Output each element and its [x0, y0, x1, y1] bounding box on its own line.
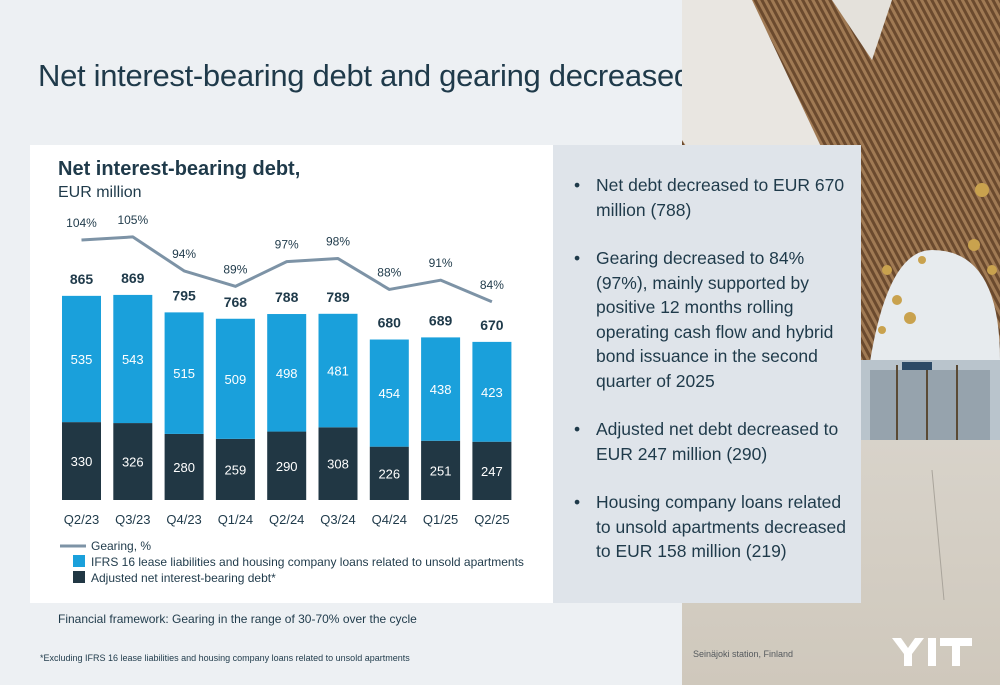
bullet-gearing: • Gearing decreased to 84% (97%), mainly …	[574, 246, 849, 393]
label-adjusted: 226	[378, 466, 400, 481]
label-gearing: 97%	[275, 238, 299, 252]
label-adjusted: 280	[173, 460, 195, 475]
bar-adjusted	[421, 440, 461, 500]
bar-ifrs	[421, 337, 461, 441]
bullet-dot: •	[574, 419, 581, 439]
label-total: 865	[70, 271, 94, 287]
legend-ifrs-label: IFRS 16 lease liabilities and housing co…	[91, 555, 524, 569]
x-tick-label: Q1/24	[218, 512, 253, 527]
label-ifrs: 423	[481, 385, 503, 400]
bullet-dot: •	[574, 248, 581, 268]
label-gearing: 105%	[117, 213, 148, 227]
yit-logo	[892, 638, 972, 666]
legend-gearing-label: Gearing, %	[91, 539, 151, 553]
bullet-net-debt: • Net debt decreased to EUR 670 million (…	[574, 173, 849, 222]
x-tick-label: Q4/24	[372, 512, 407, 527]
label-gearing: 98%	[326, 235, 350, 249]
label-gearing: 91%	[429, 256, 453, 270]
label-total: 788	[275, 289, 299, 305]
x-tick-label: Q4/23	[166, 512, 201, 527]
x-tick-label: Q2/23	[64, 512, 99, 527]
label-total: 869	[121, 270, 145, 286]
x-tick-label: Q1/25	[423, 512, 458, 527]
bar-adjusted	[113, 423, 153, 500]
bar-ifrs	[472, 341, 512, 442]
bullet-text: Housing company loans related to unsold …	[596, 492, 847, 561]
bar-adjusted	[369, 446, 409, 500]
chart-title: Net interest-bearing debt,	[58, 158, 301, 180]
label-ifrs: 515	[173, 366, 195, 381]
label-adjusted: 259	[225, 462, 247, 477]
legend-ifrs-swatch	[73, 555, 85, 567]
label-adjusted: 247	[481, 464, 503, 479]
bar-adjusted	[62, 422, 101, 500]
label-total: 689	[429, 312, 453, 328]
bullet-list: • Net debt decreased to EUR 670 million (…	[574, 173, 849, 588]
label-gearing: 94%	[172, 247, 196, 261]
label-ifrs: 509	[225, 372, 247, 387]
bar-adjusted	[318, 427, 358, 500]
bullet-text: Adjusted net debt decreased to EUR 247 m…	[596, 419, 839, 464]
bar-ifrs	[62, 295, 101, 423]
framework-note: Financial framework: Gearing in the rang…	[58, 612, 417, 626]
bar-adjusted	[164, 433, 204, 500]
bar-ifrs	[267, 314, 307, 432]
label-adjusted: 330	[71, 454, 93, 469]
label-ifrs: 498	[276, 366, 298, 381]
label-ifrs: 438	[430, 382, 452, 397]
label-adjusted: 290	[276, 459, 298, 474]
bar-adjusted	[215, 438, 255, 500]
label-gearing: 88%	[377, 265, 401, 279]
photo-caption: Seinäjoki station, Finland	[693, 649, 794, 659]
label-ifrs: 481	[327, 364, 349, 379]
label-total: 768	[224, 294, 248, 310]
bar-adjusted	[267, 431, 307, 500]
bullet-dot: •	[574, 492, 581, 512]
label-adjusted: 251	[430, 463, 452, 478]
label-gearing: 84%	[480, 278, 504, 292]
bar-ifrs	[113, 294, 153, 424]
debt-chart: 330 535 865 Q2/23 104% 326 543 869 Q3/23 105% 280 5…	[60, 213, 524, 585]
legend-adjusted-swatch	[73, 571, 85, 583]
footnote: *Excluding IFRS 16 lease liabilities and…	[40, 653, 410, 663]
chart-subtitle: EUR million	[58, 184, 142, 201]
slide-title: Net interest-bearing debt and gearing de…	[38, 58, 691, 93]
x-tick-label: Q3/24	[320, 512, 355, 527]
label-total: 670	[480, 317, 504, 333]
bullet-housing-loans: • Housing company loans related to unsold…	[574, 490, 849, 564]
label-ifrs: 535	[71, 352, 93, 367]
bar-ifrs	[215, 318, 255, 439]
legend-adjusted-label: Adjusted net interest-bearing debt*	[91, 571, 276, 585]
x-tick-label: Q2/24	[269, 512, 304, 527]
bullet-text: Gearing decreased to 84% (97%), mainly s…	[596, 248, 834, 391]
label-ifrs: 543	[122, 352, 144, 367]
label-total: 789	[326, 289, 350, 305]
label-gearing: 104%	[66, 216, 97, 230]
bullet-card	[553, 145, 861, 603]
label-adjusted: 326	[122, 455, 144, 470]
bullet-text: Net debt decreased to EUR 670 million (7…	[596, 175, 845, 220]
x-tick-label: Q2/25	[474, 512, 509, 527]
bar-ifrs	[318, 313, 358, 428]
label-adjusted: 308	[327, 457, 349, 472]
label-total: 795	[172, 287, 196, 303]
label-ifrs: 454	[378, 386, 400, 401]
bar-ifrs	[164, 312, 204, 434]
bullet-dot: •	[574, 175, 581, 195]
bullet-adjusted-debt: • Adjusted net debt decreased to EUR 247 …	[574, 417, 849, 466]
label-total: 680	[378, 315, 402, 331]
label-gearing: 89%	[223, 262, 247, 276]
x-tick-label: Q3/23	[115, 512, 150, 527]
bar-adjusted	[472, 441, 512, 500]
bar-ifrs	[369, 339, 409, 447]
